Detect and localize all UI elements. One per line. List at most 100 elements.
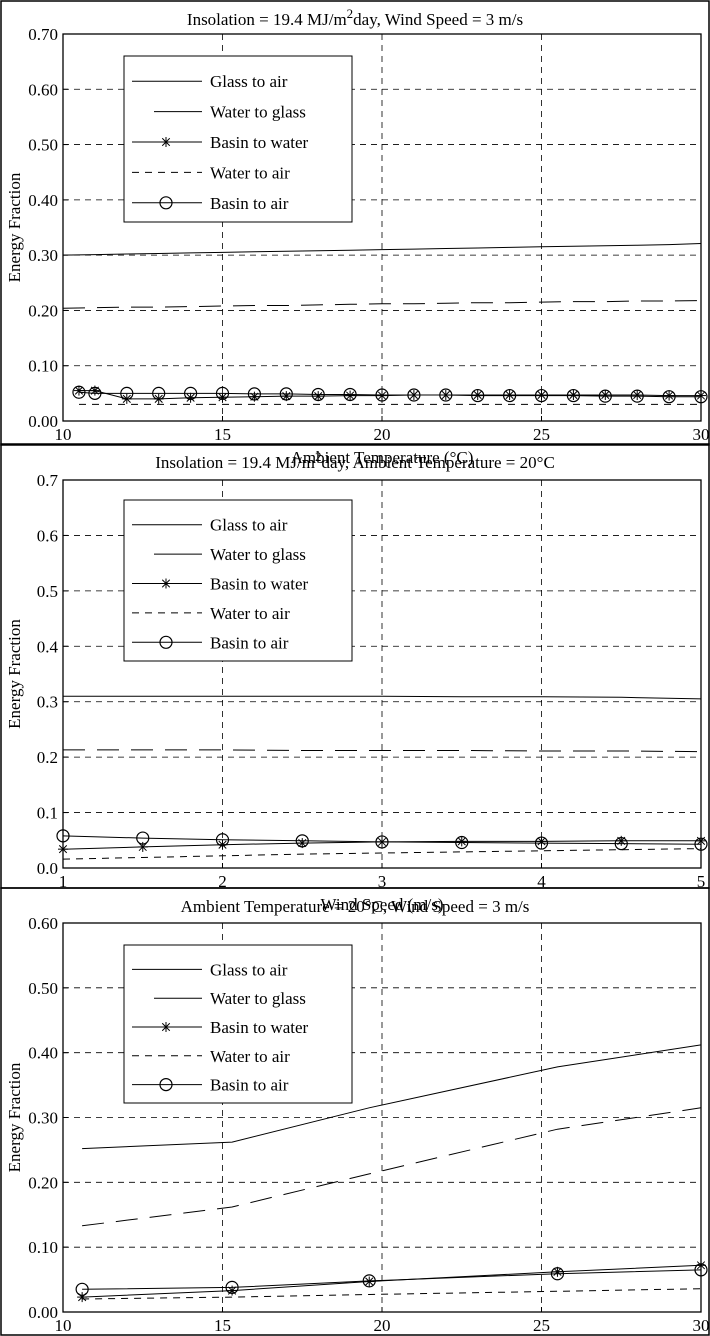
data-point	[614, 837, 628, 851]
legend-marker	[161, 137, 171, 147]
x-tick-label: 20	[374, 425, 391, 444]
legend-label: Basin to water	[210, 575, 309, 594]
series-basin-to-air	[72, 385, 708, 404]
data-point	[120, 386, 134, 400]
data-point	[504, 390, 515, 401]
legend: Glass to air Water to glass Basin to water…	[123, 55, 353, 223]
legend-label: Glass to air	[210, 960, 288, 979]
legend-marker	[159, 196, 173, 210]
y-tick-label: 0.30	[28, 246, 58, 265]
y-tick-label: 0.40	[28, 191, 58, 210]
grid	[63, 923, 701, 1312]
legend-label: Basin to air	[210, 633, 289, 652]
series-line	[82, 1269, 702, 1290]
x-tick-label: 3	[378, 872, 387, 891]
data-point	[534, 388, 549, 403]
data-point	[184, 386, 198, 400]
legend-label: Basin to water	[210, 1018, 309, 1037]
x-tick-label: 1	[59, 872, 68, 891]
y-tick-label: 0.3	[37, 693, 58, 712]
legend-item: Water to glass	[154, 545, 306, 564]
legend: Glass to air Water to glass Basin to water…	[123, 944, 353, 1104]
data-point	[279, 387, 293, 401]
y-tick-label: 0.6	[37, 526, 58, 545]
legend-label: Water to air	[210, 163, 290, 182]
series-basin-to-air	[56, 829, 708, 851]
chart-panel-1: 10 15 20 25 30 0.00 0.10 0.20 0.30 0.40 0.50 0.60 0.…	[0, 0, 710, 467]
grid	[63, 480, 701, 868]
series-water-to-glass	[62, 300, 702, 309]
data-point	[343, 387, 357, 402]
data-point	[88, 386, 102, 400]
legend-label: Glass to air	[210, 516, 288, 535]
y-axis-label: Energy Fraction	[5, 1062, 24, 1172]
data-point	[471, 388, 485, 403]
y-tick-label: 0.10	[28, 1238, 58, 1257]
legend-marker	[161, 578, 171, 589]
x-tick-label: 30	[693, 425, 710, 444]
legend-label: Basin to water	[210, 133, 309, 152]
series-line	[62, 300, 702, 309]
data-point	[75, 1282, 89, 1296]
data-point	[136, 831, 150, 845]
y-tick-label: 0.20	[28, 1173, 58, 1192]
panel-frame	[0, 0, 710, 446]
data-point	[185, 392, 196, 403]
data-point	[58, 844, 68, 855]
panel-frame	[0, 887, 710, 1336]
series-line	[78, 391, 701, 398]
data-point	[311, 387, 325, 402]
data-point	[568, 390, 579, 401]
series-line	[82, 1288, 702, 1300]
data-point	[455, 835, 469, 850]
legend-item: Glass to air	[132, 960, 288, 979]
chart-title: Insolation = 19.4 MJ/m2day, Wind Speed =…	[187, 6, 523, 30]
x-axis-label: Wind Speed (m/s)	[320, 895, 443, 914]
data-point	[362, 1274, 376, 1288]
x-tick-label: 25	[533, 425, 550, 444]
y-tick-label: 0.00	[28, 412, 58, 431]
legend-item: Basin to water	[132, 575, 309, 594]
y-tick-label: 0.60	[28, 914, 58, 933]
grid	[63, 34, 701, 421]
series-line	[63, 749, 702, 753]
series-water-to-glass	[82, 1107, 702, 1227]
legend-label: Water to glass	[210, 545, 306, 564]
series-glass-to-air	[62, 243, 702, 256]
series-water-to-air	[62, 848, 702, 860]
data-point	[694, 390, 708, 404]
legend-label: Water to glass	[210, 103, 306, 122]
data-point	[217, 839, 228, 850]
data-point	[377, 390, 387, 401]
x-tick-label: 10	[55, 1316, 72, 1335]
data-point	[534, 836, 549, 850]
y-tick-label: 0.30	[28, 1109, 58, 1128]
data-point	[472, 390, 483, 401]
legend-box	[123, 55, 353, 223]
series-line	[82, 1264, 702, 1298]
legend-label: Water to glass	[210, 989, 306, 1008]
x-tick-label: 4	[537, 872, 546, 891]
legend-item: Water to glass	[154, 989, 306, 1008]
series-glass-to-air	[63, 695, 702, 700]
data-point	[295, 834, 309, 848]
y-tick-label: 0.0	[37, 859, 58, 878]
data-point	[550, 1267, 565, 1281]
data-point	[364, 1276, 375, 1287]
series-water-to-air	[82, 1288, 702, 1300]
data-point	[215, 386, 230, 400]
data-point	[632, 390, 643, 401]
legend-item: Basin to air	[132, 194, 289, 213]
y-tick-label: 0.5	[37, 582, 58, 601]
data-point	[503, 388, 517, 403]
x-tick-label: 5	[697, 872, 706, 891]
x-tick-label: 25	[533, 1316, 550, 1335]
y-axis-label: Energy Fraction	[5, 619, 24, 729]
legend-marker	[159, 635, 173, 649]
data-point	[536, 836, 547, 847]
data-point	[407, 388, 421, 402]
y-tick-label: 0.50	[28, 136, 58, 155]
legend-item: Basin to water	[132, 133, 309, 152]
legend-label: Water to air	[210, 1047, 290, 1066]
